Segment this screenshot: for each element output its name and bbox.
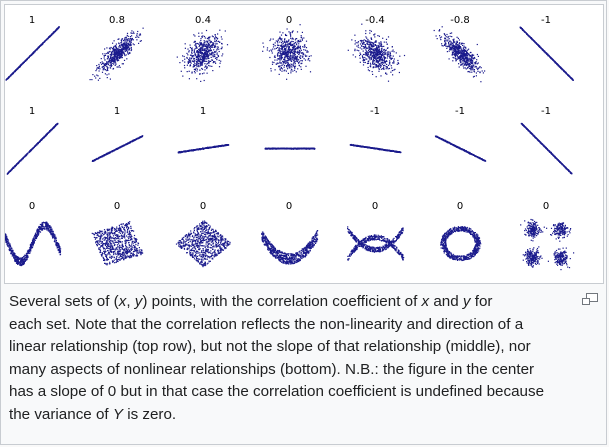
correlation-label: 0.8: [109, 15, 125, 26]
scatter-panel: [434, 135, 487, 162]
correlation-label: 1: [29, 15, 35, 26]
caption-line-3: linear relationship (top row), but not t…: [9, 338, 531, 355]
correlation-label: 0: [114, 201, 120, 212]
scatter-panel: [5, 26, 60, 81]
correlation-figure[interactable]: 1 0.8 0.4 0 -0.4 -0.8 -1 1 1 1 -1 -1 -1 0 0 0 0 0 0 0: [4, 4, 604, 284]
caption-line-4: many aspects of nonlinear relationships …: [9, 360, 535, 378]
scatter-panel: [91, 135, 144, 162]
correlation-label: -1: [541, 15, 551, 26]
scatter-panel: [347, 226, 405, 261]
scatter-panel: [5, 221, 62, 267]
correlation-label: 1: [114, 106, 120, 117]
scatter-panel: [6, 122, 59, 175]
correlation-label: 1: [200, 106, 206, 117]
correlation-label: 0: [457, 201, 463, 212]
correlation-label: 0: [372, 201, 378, 212]
scatter-panel: [91, 221, 144, 266]
scatter-plot-grid: 1 0.8 0.4 0 -0.4 -0.8 -1 1 1 1 -1 -1 -1 0 0 0 0 0 0 0: [5, 15, 575, 271]
scatter-panel: [349, 143, 402, 154]
correlation-label: 0: [29, 201, 35, 212]
scatter-panel: [262, 24, 312, 80]
scatter-panel: [347, 23, 406, 82]
caption-line-6: the variance of Y is zero.: [9, 405, 177, 423]
correlation-label: 0.4: [195, 15, 211, 26]
scatter-panel: [261, 230, 319, 265]
scatter-panel: [433, 26, 486, 83]
scatter-panel: [177, 144, 230, 154]
correlation-label: -0.4: [365, 15, 385, 26]
scatter-panel: [440, 226, 482, 262]
correlation-label: -1: [455, 106, 465, 117]
correlation-label: -0.8: [450, 15, 470, 26]
magnify-clip-icon[interactable]: [581, 292, 599, 306]
correlation-label: 0: [286, 15, 292, 26]
scatter-panel: [264, 147, 316, 150]
correlation-label: -1: [541, 106, 551, 117]
scatter-panel: [89, 27, 144, 81]
caption-line-2: each set. Note that the correlation refl…: [9, 315, 524, 333]
caption-line-5: has a slope of 0 but in that case the co…: [9, 383, 545, 400]
figure-caption: Several sets of (x, y) points, with the …: [9, 291, 574, 426]
caption-line-1: Several sets of (x, y) points, with the …: [9, 293, 493, 310]
correlation-label: 0: [200, 201, 206, 212]
scatter-panel: [519, 26, 574, 81]
scatter-panel: [520, 122, 573, 175]
scatter-panel: [175, 220, 231, 268]
correlation-label: 1: [29, 106, 35, 117]
correlation-label: -1: [370, 106, 380, 117]
scatter-panel: [176, 29, 229, 82]
correlation-label: 0: [543, 201, 549, 212]
correlation-label: 0: [286, 201, 292, 212]
scatter-panel: [520, 218, 575, 271]
